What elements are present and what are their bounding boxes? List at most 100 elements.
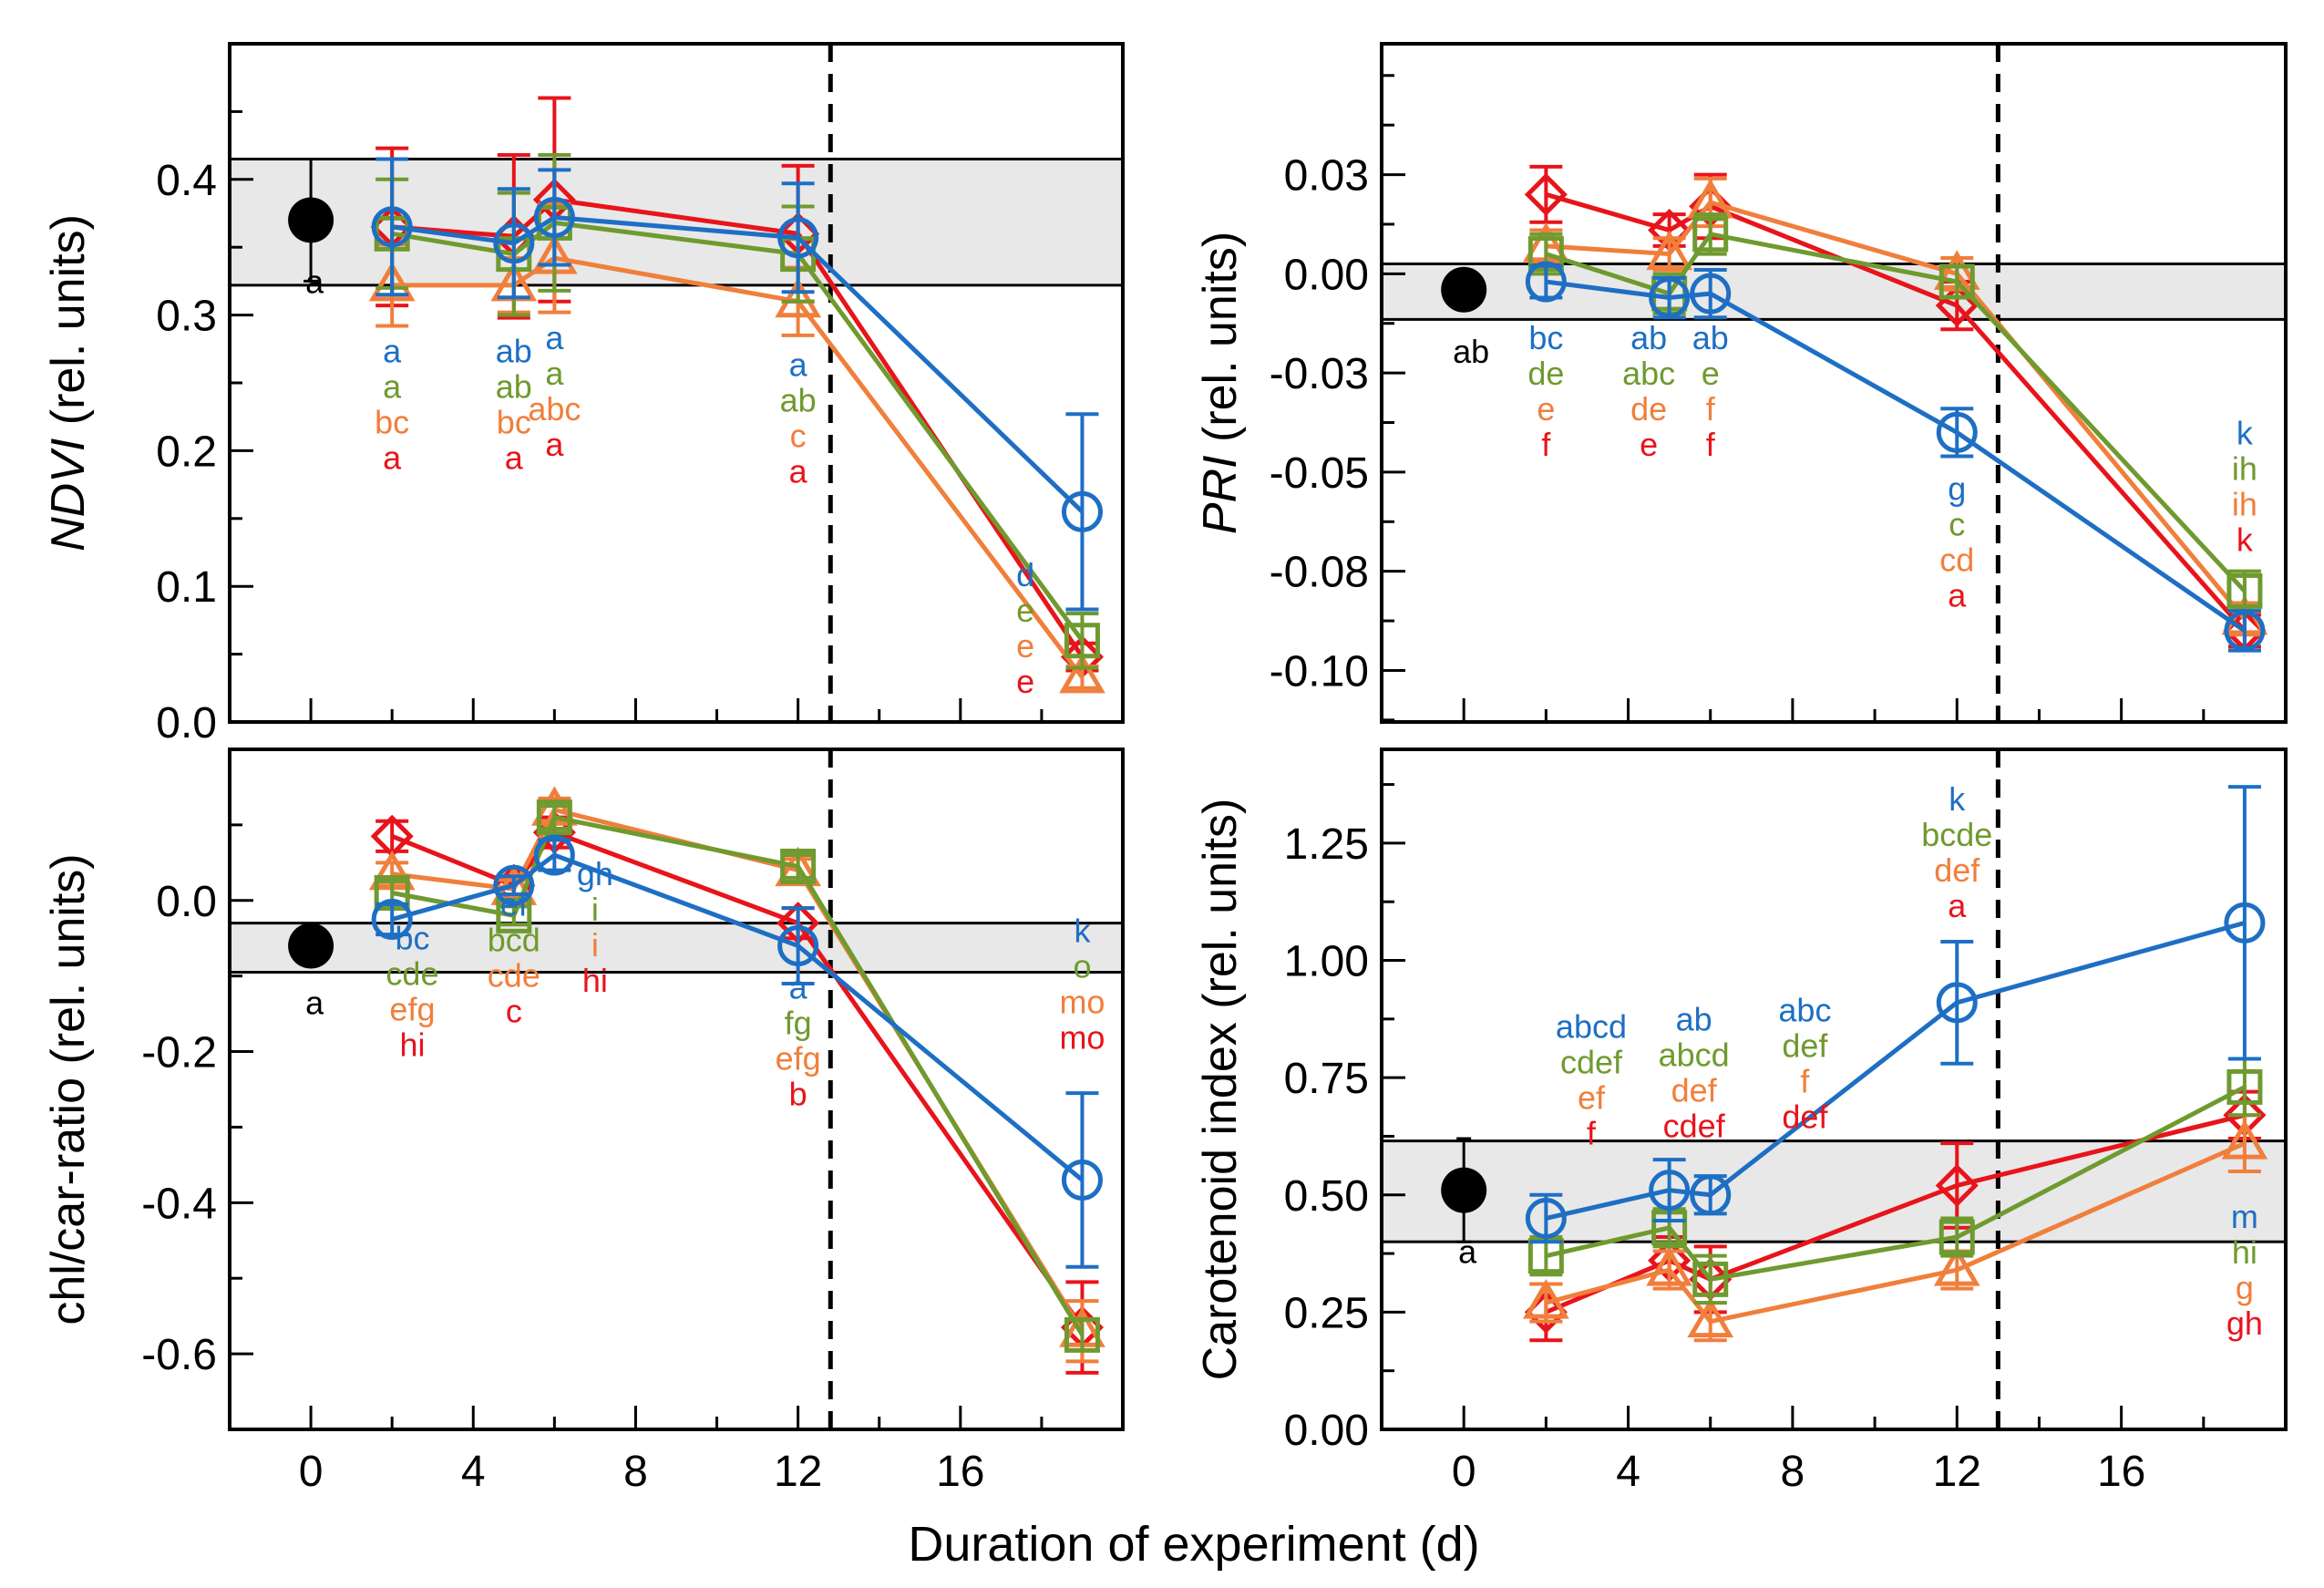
- significance-letter: cdef: [1560, 1043, 1623, 1080]
- significance-letter: g: [1948, 469, 1966, 507]
- y-tick-label: 0.03: [1284, 152, 1369, 201]
- data-point-triangle: [1059, 653, 1105, 694]
- significance-letter: c: [790, 418, 807, 455]
- x-axis-ticks: 0 4 8 12 16: [1452, 1406, 2206, 1496]
- y-tick-label: -0.6: [141, 1331, 217, 1379]
- data-point-circle: [777, 217, 819, 259]
- significance-letter: ab: [1676, 1001, 1712, 1038]
- panel-chlcar: -0.6 -0.4 -0.2 0.0 0 4 8 12 16 chl/car-ratio (rel…: [42, 748, 1125, 1496]
- y-axis-ticks: -0.6 -0.4 -0.2 0.0: [141, 748, 253, 1379]
- significance-letter: hi: [399, 1026, 425, 1064]
- x-tick-label: 0: [299, 1448, 324, 1496]
- data-point-square: [496, 897, 532, 933]
- significance-letter: c: [1949, 505, 1965, 542]
- series-blue: [371, 157, 1103, 612]
- significance-letter: k: [1074, 912, 1091, 949]
- x-axis-ticks: [309, 698, 1044, 722]
- x-tick-label: 12: [1933, 1448, 1981, 1496]
- series-red: [370, 810, 1104, 1375]
- y-tick-label: 0.50: [1284, 1172, 1369, 1221]
- significance-letter: ef: [500, 885, 529, 923]
- control-point: [288, 197, 334, 243]
- significance-letter: bc: [1528, 319, 1563, 356]
- y-axis-ticks: 0.00 0.25 0.50 0.75 1.00 1.25: [1284, 783, 1405, 1455]
- significance-letter: e: [1016, 663, 1034, 700]
- significance-letter: def: [1782, 1026, 1828, 1064]
- y-axis-label-units: (rel. units): [42, 214, 95, 438]
- significance-letter: ih: [2232, 449, 2257, 487]
- data-point-diamond: [1935, 1163, 1979, 1208]
- significance-letter: e: [1702, 355, 1720, 392]
- y-axis-label: chl/car-ratio (rel. units): [42, 853, 95, 1325]
- series-blue: [1525, 785, 2266, 1244]
- plot-frame: [1380, 42, 2288, 724]
- y-axis-label: Carotenoid index (rel. units): [1194, 799, 1247, 1381]
- x-tick-label: 4: [461, 1448, 486, 1496]
- data-point-circle: [1061, 1159, 1103, 1201]
- significance-letter: bcde: [1921, 816, 1992, 853]
- data-point-circle: [2224, 610, 2266, 652]
- data-point-circle: [493, 222, 535, 264]
- data-point-square: [1692, 216, 1729, 253]
- data-point-circle: [1690, 1174, 1732, 1216]
- x-tick-label: 16: [936, 1448, 984, 1496]
- reference-band: [1380, 262, 2288, 321]
- significance-letter: a: [1948, 887, 1967, 924]
- reference-band: [228, 157, 1125, 287]
- panel-pri: -0.10 -0.08 -0.05 -0.03 0.00 0.03 PRI (rel. un…: [1194, 42, 2288, 724]
- significance-letter: a: [545, 319, 564, 356]
- significance-letter: hi: [582, 962, 608, 999]
- control-point: [1441, 266, 1487, 313]
- significance-letter: hi: [2232, 1233, 2257, 1271]
- data-point-circle: [1525, 261, 1567, 303]
- reference-band: [228, 922, 1125, 974]
- significance-letter: a: [1948, 576, 1967, 614]
- significance-letter: e: [1016, 627, 1034, 665]
- significance-letter: def: [1934, 851, 1980, 889]
- data-point-circle: [1525, 1197, 1567, 1239]
- significance-letter: a: [383, 439, 402, 477]
- significance-letter: f: [1587, 1114, 1597, 1151]
- control-letter: a: [305, 985, 324, 1022]
- x-tick-label: 0: [1452, 1448, 1476, 1496]
- y-tick-label: 1.00: [1284, 938, 1369, 986]
- significance-letter: f: [1800, 1062, 1810, 1099]
- y-axis-label-main: chl/car-ratio: [42, 1078, 95, 1325]
- y-axis-ticks: -0.10 -0.08 -0.05 -0.03 0.00 0.03: [1270, 74, 1405, 722]
- significance-letter: e: [1640, 426, 1658, 463]
- x-tick-label: 12: [774, 1448, 822, 1496]
- data-point-square: [536, 799, 572, 836]
- significance-letter: cde: [488, 956, 540, 994]
- significance-letter: m: [2231, 1198, 2258, 1235]
- y-axis-label-units: (rel. units): [42, 853, 95, 1078]
- significance-letter: ab: [1692, 319, 1729, 356]
- data-point-triangle: [1646, 1246, 1692, 1286]
- data-point-circle: [1649, 276, 1691, 318]
- data-point-diamond: [1524, 172, 1568, 216]
- y-tick-label: 0.0: [156, 699, 217, 748]
- y-tick-label: 1.25: [1284, 820, 1369, 869]
- data-point-triangle: [775, 277, 821, 318]
- significance-letter: cd: [1939, 541, 1974, 578]
- x-axis-label: Duration of experiment (d): [908, 1517, 1479, 1572]
- significance-letter: abc: [1622, 355, 1675, 392]
- significance-letter: abcd: [1659, 1036, 1730, 1074]
- data-point-circle: [1690, 273, 1732, 315]
- data-point-triangle: [2221, 1119, 2268, 1160]
